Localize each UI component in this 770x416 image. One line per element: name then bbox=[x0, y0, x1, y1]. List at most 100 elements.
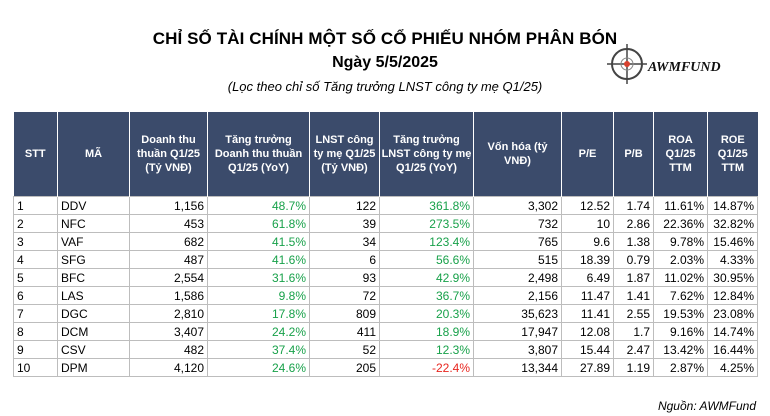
crosshair-icon bbox=[607, 44, 647, 84]
cell-stt: 4 bbox=[13, 250, 58, 269]
cell-stt: 2 bbox=[13, 214, 58, 233]
table-row: 6 LAS 1,586 9.8% 72 36.7% 2,156 11.47 1.… bbox=[13, 286, 758, 305]
cell-profit-growth: 20.3% bbox=[379, 304, 474, 323]
table-header-row: STT MÃ Doanh thu thuần Q1/25 (Tỷ VNĐ) Tă… bbox=[13, 112, 758, 197]
cell-revenue: 482 bbox=[129, 340, 208, 359]
table-row: 8 DCM 3,407 24.2% 411 18.9% 17,947 12.08… bbox=[13, 322, 758, 341]
cell-profit: 6 bbox=[309, 250, 380, 269]
cell-stt: 5 bbox=[13, 268, 58, 287]
cell-roa: 22.36% bbox=[653, 214, 708, 233]
cell-pb: 1.74 bbox=[613, 196, 654, 215]
awmfund-logo: AWMFUND bbox=[606, 42, 762, 90]
cell-revenue: 1,156 bbox=[129, 196, 208, 215]
cell-revenue-growth: 61.8% bbox=[207, 214, 310, 233]
cell-pe: 15.44 bbox=[561, 340, 614, 359]
cell-roe: 4.33% bbox=[707, 250, 758, 269]
report-date: Ngày 5/5/2025 bbox=[332, 54, 438, 71]
filter-note: (Lọc theo chỉ số Tăng trưởng LNST công t… bbox=[227, 79, 543, 94]
cell-ticker: DGC bbox=[57, 304, 130, 323]
cell-pb: 1.38 bbox=[613, 232, 654, 251]
cell-market-cap: 3,807 bbox=[473, 340, 562, 359]
cell-revenue: 2,554 bbox=[129, 268, 208, 287]
header-ma: MÃ bbox=[57, 112, 130, 197]
cell-revenue: 2,810 bbox=[129, 304, 208, 323]
cell-profit-growth: 56.6% bbox=[379, 250, 474, 269]
cell-roa: 9.16% bbox=[653, 322, 708, 341]
header-market-cap: Vốn hóa (tỷ VNĐ) bbox=[473, 112, 562, 197]
cell-stt: 8 bbox=[13, 322, 58, 341]
cell-revenue-growth: 41.6% bbox=[207, 250, 310, 269]
cell-ticker: NFC bbox=[57, 214, 130, 233]
cell-profit: 34 bbox=[309, 232, 380, 251]
cell-pe: 9.6 bbox=[561, 232, 614, 251]
cell-revenue: 1,586 bbox=[129, 286, 208, 305]
table-row: 1 DDV 1,156 48.7% 122 361.8% 3,302 12.52… bbox=[13, 196, 758, 215]
cell-roe: 23.08% bbox=[707, 304, 758, 323]
cell-pb: 1.7 bbox=[613, 322, 654, 341]
cell-pe: 12.08 bbox=[561, 322, 614, 341]
cell-profit: 93 bbox=[309, 268, 380, 287]
cell-profit: 809 bbox=[309, 304, 380, 323]
cell-roa: 2.03% bbox=[653, 250, 708, 269]
cell-stt: 10 bbox=[13, 358, 58, 377]
cell-pb: 1.19 bbox=[613, 358, 654, 377]
cell-pe: 18.39 bbox=[561, 250, 614, 269]
cell-roe: 4.25% bbox=[707, 358, 758, 377]
logo-text: AWMFUND bbox=[648, 60, 721, 75]
cell-revenue-growth: 41.5% bbox=[207, 232, 310, 251]
header-roe: ROE Q1/25 TTM bbox=[707, 112, 758, 197]
table-row: 2 NFC 453 61.8% 39 273.5% 732 10 2.86 22… bbox=[13, 214, 758, 233]
cell-pe: 11.41 bbox=[561, 304, 614, 323]
cell-market-cap: 732 bbox=[473, 214, 562, 233]
table-row: 3 VAF 682 41.5% 34 123.4% 765 9.6 1.38 9… bbox=[13, 232, 758, 251]
cell-market-cap: 2,156 bbox=[473, 286, 562, 305]
cell-revenue-growth: 24.6% bbox=[207, 358, 310, 377]
cell-profit-growth: 42.9% bbox=[379, 268, 474, 287]
cell-profit: 52 bbox=[309, 340, 380, 359]
cell-pe: 11.47 bbox=[561, 286, 614, 305]
table-row: 7 DGC 2,810 17.8% 809 20.3% 35,623 11.41… bbox=[13, 304, 758, 323]
cell-profit: 39 bbox=[309, 214, 380, 233]
cell-market-cap: 2,498 bbox=[473, 268, 562, 287]
cell-ticker: CSV bbox=[57, 340, 130, 359]
cell-pe: 12.52 bbox=[561, 196, 614, 215]
header-pe: P/E bbox=[561, 112, 614, 197]
cell-market-cap: 35,623 bbox=[473, 304, 562, 323]
cell-profit-growth: 273.5% bbox=[379, 214, 474, 233]
cell-revenue-growth: 24.2% bbox=[207, 322, 310, 341]
header-profit-growth: Tăng trưởng LNST công ty mẹ Q1/25 (YoY) bbox=[379, 112, 474, 197]
cell-pb: 1.41 bbox=[613, 286, 654, 305]
cell-roe: 15.46% bbox=[707, 232, 758, 251]
table-row: 10 DPM 4,120 24.6% 205 -22.4% 13,344 27.… bbox=[13, 358, 758, 377]
cell-revenue: 487 bbox=[129, 250, 208, 269]
cell-revenue: 3,407 bbox=[129, 322, 208, 341]
cell-stt: 7 bbox=[13, 304, 58, 323]
cell-profit: 205 bbox=[309, 358, 380, 377]
cell-market-cap: 3,302 bbox=[473, 196, 562, 215]
cell-profit-growth: -22.4% bbox=[379, 358, 474, 377]
cell-roa: 2.87% bbox=[653, 358, 708, 377]
header-pb: P/B bbox=[613, 112, 654, 197]
cell-revenue: 682 bbox=[129, 232, 208, 251]
header-revenue-growth: Tăng trưởng Doanh thu thuần Q1/25 (YoY) bbox=[207, 112, 310, 197]
cell-ticker: VAF bbox=[57, 232, 130, 251]
cell-stt: 3 bbox=[13, 232, 58, 251]
cell-revenue: 453 bbox=[129, 214, 208, 233]
cell-revenue-growth: 9.8% bbox=[207, 286, 310, 305]
cell-market-cap: 765 bbox=[473, 232, 562, 251]
cell-roe: 12.84% bbox=[707, 286, 758, 305]
cell-pb: 2.86 bbox=[613, 214, 654, 233]
cell-ticker: BFC bbox=[57, 268, 130, 287]
cell-pe: 27.89 bbox=[561, 358, 614, 377]
header-stt: STT bbox=[13, 112, 58, 197]
cell-revenue: 4,120 bbox=[129, 358, 208, 377]
report-header: CHỈ SỐ TÀI CHÍNH MỘT SỐ CỔ PHIẾU NHÓM PH… bbox=[0, 0, 770, 112]
cell-roa: 7.62% bbox=[653, 286, 708, 305]
source-note: Nguồn: AWMFund bbox=[657, 399, 756, 413]
table-row: 4 SFG 487 41.6% 6 56.6% 515 18.39 0.79 2… bbox=[13, 250, 758, 269]
cell-profit: 122 bbox=[309, 196, 380, 215]
cell-roe: 32.82% bbox=[707, 214, 758, 233]
cell-ticker: LAS bbox=[57, 286, 130, 305]
cell-pb: 2.55 bbox=[613, 304, 654, 323]
header-revenue: Doanh thu thuần Q1/25 (Tỷ VNĐ) bbox=[129, 112, 208, 197]
